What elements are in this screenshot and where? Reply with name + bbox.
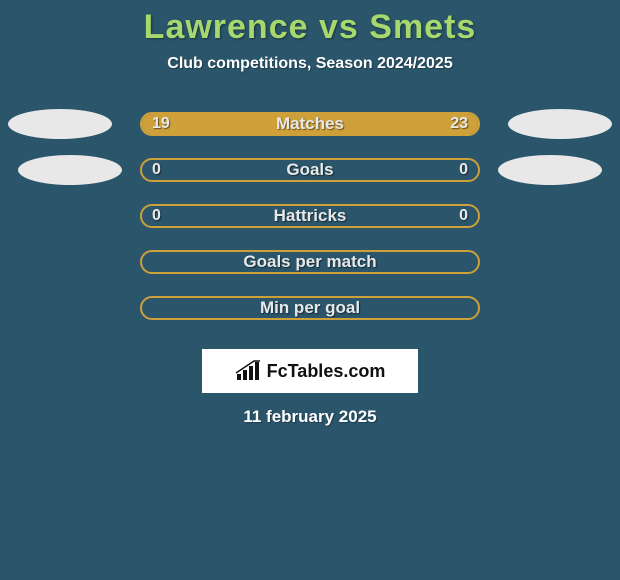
- stat-left-value: 19: [152, 115, 170, 133]
- player2-avatar: [498, 155, 602, 185]
- stat-label: Goals per match: [243, 252, 376, 272]
- stat-row-goals-per-match: Goals per match: [0, 239, 620, 285]
- player2-avatar: [508, 109, 612, 139]
- player1-avatar: [18, 155, 122, 185]
- stats-rows: 19 Matches 23 0 Goals 0 0 Hattricks: [0, 101, 620, 331]
- stat-row-min-per-goal: Min per goal: [0, 285, 620, 331]
- stat-label: Hattricks: [274, 206, 347, 226]
- stat-bar: Goals per match: [140, 250, 480, 274]
- stat-left-value: 0: [152, 207, 161, 225]
- player1-avatar: [8, 109, 112, 139]
- stat-left-value: 0: [152, 161, 161, 179]
- branding-badge: FcTables.com: [202, 349, 418, 393]
- stat-row-matches: 19 Matches 23: [0, 101, 620, 147]
- date-label: 11 february 2025: [0, 407, 620, 427]
- stat-right-value: 0: [459, 207, 468, 225]
- stat-right-value: 0: [459, 161, 468, 179]
- stat-label: Min per goal: [260, 298, 360, 318]
- player2-name: Smets: [369, 8, 476, 46]
- stat-bar: Min per goal: [140, 296, 480, 320]
- stat-bar: 0 Hattricks 0: [140, 204, 480, 228]
- stat-label: Matches: [276, 114, 344, 134]
- stat-row-hattricks: 0 Hattricks 0: [0, 193, 620, 239]
- stat-bar: 0 Goals 0: [140, 158, 480, 182]
- bar-chart-icon: [235, 360, 261, 382]
- stat-bar: 19 Matches 23: [140, 112, 480, 136]
- stat-label: Goals: [286, 160, 333, 180]
- stat-row-goals: 0 Goals 0: [0, 147, 620, 193]
- subtitle: Club competitions, Season 2024/2025: [0, 55, 620, 73]
- stat-right-value: 23: [450, 115, 468, 133]
- branding-inner: FcTables.com: [235, 360, 386, 382]
- vs-separator: vs: [319, 8, 359, 46]
- player1-name: Lawrence: [144, 8, 309, 46]
- comparison-infographic: Lawrence vs Smets Club competitions, Sea…: [0, 0, 620, 427]
- branding-text: FcTables.com: [267, 361, 386, 382]
- page-title: Lawrence vs Smets: [0, 8, 620, 47]
